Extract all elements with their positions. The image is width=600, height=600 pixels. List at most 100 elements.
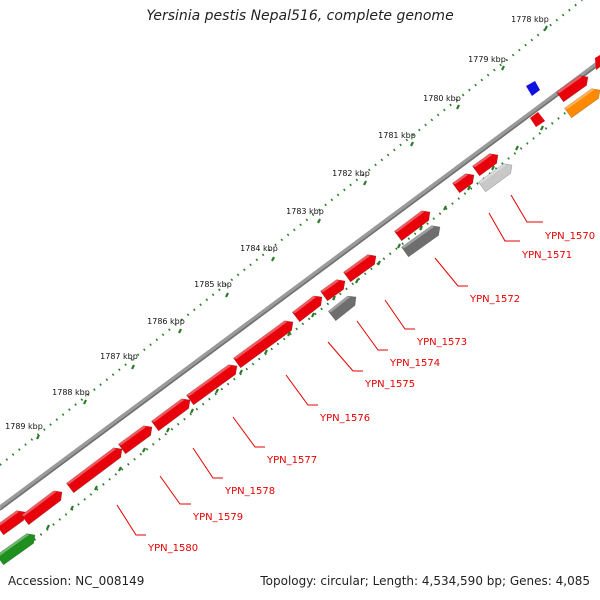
gene-feature-gray (327, 295, 357, 322)
gene-feature (530, 112, 545, 127)
gene-feature-gray (401, 225, 441, 258)
gene-feature-body (320, 279, 346, 302)
kbp-label: 1785 kbp (194, 280, 232, 289)
gene-label[interactable]: YPN_1576 (319, 413, 370, 424)
gene-label-leader (384, 299, 415, 330)
gene-feature (343, 254, 377, 283)
inner-ruler-tick (467, 185, 471, 191)
gene-feature-body (65, 447, 123, 494)
gene-feature-highlight (343, 254, 371, 274)
kbp-major-tick (131, 364, 135, 370)
inner-ruler-tick (332, 295, 336, 301)
kbp-major-tick (225, 292, 229, 298)
kbp-major-tick (271, 256, 275, 262)
gene-feature-body (452, 173, 475, 194)
gene-label-leader (232, 416, 265, 448)
gene-label[interactable]: YPN_1570 (544, 231, 595, 242)
gene-label[interactable]: YPN_1575 (364, 379, 415, 390)
gene-feature-body (393, 210, 431, 242)
gene-feature-body (291, 295, 323, 323)
gene-feature-highlight (66, 447, 117, 485)
gene-feature (118, 425, 153, 455)
inner-ruler-tick (94, 485, 98, 491)
kbp-major-tick (83, 399, 87, 405)
gene-label-leader (116, 504, 146, 536)
gene-label-leader (159, 475, 191, 505)
kbp-label: 1778 kbp (511, 15, 549, 24)
gene-label[interactable]: YPN_1573 (416, 337, 467, 348)
kbp-major-tick (363, 180, 367, 186)
inner-ruler-tick (491, 165, 495, 171)
gene-label[interactable]: YPN_1580 (147, 543, 198, 554)
gene-feature (320, 279, 346, 302)
gene-feature (393, 210, 431, 242)
gene-feature-highlight (292, 295, 317, 314)
kbp-label: 1780 kbp (423, 94, 461, 103)
gene-feature (65, 447, 123, 494)
inner-ruler-tick (397, 243, 401, 249)
gene-feature-orange-highlight (564, 88, 595, 110)
kbp-label: 1781 kbp (378, 131, 416, 140)
inner-ruler-tick (190, 408, 194, 414)
inner-ruler-tick (166, 427, 170, 433)
gene-feature (291, 295, 323, 323)
inner-ruler-tick (377, 260, 381, 266)
gene-labels-group: YPN_1570 YPN_1571 YPN_1572 YPN_1573 YPN_1574… (116, 194, 595, 554)
inner-ruler-tick (515, 145, 519, 151)
gene-label-leader (434, 257, 468, 287)
kbp-label: 1784 kbp (240, 244, 278, 253)
gene-feature (20, 490, 63, 526)
gene-label-leader (510, 194, 543, 223)
inner-ruler-tick (287, 331, 291, 337)
gene-feature-body (118, 425, 153, 455)
gene-feature-green (0, 533, 36, 566)
inner-ruler-tick (443, 205, 447, 211)
kbp-ruler-group: 1778 kbp 1779 kbp 1780 kbp 1781 kbp 1782 kbp… (5, 15, 549, 530)
gene-feature-highlight (118, 425, 147, 446)
gene-features-group (0, 55, 600, 566)
inner-ruler-tick (540, 125, 544, 131)
gene-label-leader (488, 212, 520, 242)
gene-label[interactable]: YPN_1571 (521, 250, 572, 261)
gene-label[interactable]: YPN_1574 (389, 358, 440, 369)
inner-ruler-tick (355, 278, 359, 284)
gene-feature-light-gray-body (478, 163, 513, 193)
inner-ruler-tick (70, 505, 74, 511)
gene-label-leader (285, 374, 318, 406)
gene-label[interactable]: YPN_1572 (469, 294, 520, 305)
gene-feature-highlight (151, 398, 185, 423)
gene-feature-highlight (233, 320, 288, 360)
kbp-label: 1786 kbp (147, 317, 185, 326)
kbp-major-tick (544, 25, 548, 31)
gene-feature (452, 173, 475, 194)
inner-ruler-tick (264, 349, 268, 355)
gene-feature-blue (526, 81, 540, 96)
kbp-major-tick (178, 328, 182, 334)
inner-ruler-tick (46, 524, 50, 530)
gene-feature-green-body (0, 533, 36, 566)
kbp-major-tick (36, 434, 40, 440)
gene-feature-body (343, 254, 377, 283)
genome-backbone-shadow (0, 63, 600, 511)
gene-feature-gray-body (401, 225, 441, 258)
gene-feature (186, 364, 238, 406)
kbp-label: 1783 kbp (286, 207, 324, 216)
gene-label-leader (327, 341, 363, 372)
kbp-major-tick (501, 65, 505, 71)
kbp-major-tick (317, 218, 321, 224)
gene-feature-light-gray (478, 163, 513, 193)
gene-label[interactable]: YPN_1578 (224, 486, 275, 497)
accession-text: Accession: NC_008149 (8, 574, 145, 588)
kbp-label: 1788 kbp (52, 388, 90, 397)
gene-feature (472, 153, 499, 177)
gene-label[interactable]: YPN_1577 (266, 455, 317, 466)
gene-feature (151, 398, 191, 432)
gene-feature-orange (564, 88, 600, 119)
gene-feature-highlight (394, 210, 425, 233)
gene-feature-gray-highlight (328, 296, 351, 313)
genome-summary-text: Topology: circular; Length: 4,534,590 bp… (260, 574, 590, 588)
gene-feature (556, 75, 589, 103)
gene-label[interactable]: YPN_1579 (192, 512, 243, 523)
